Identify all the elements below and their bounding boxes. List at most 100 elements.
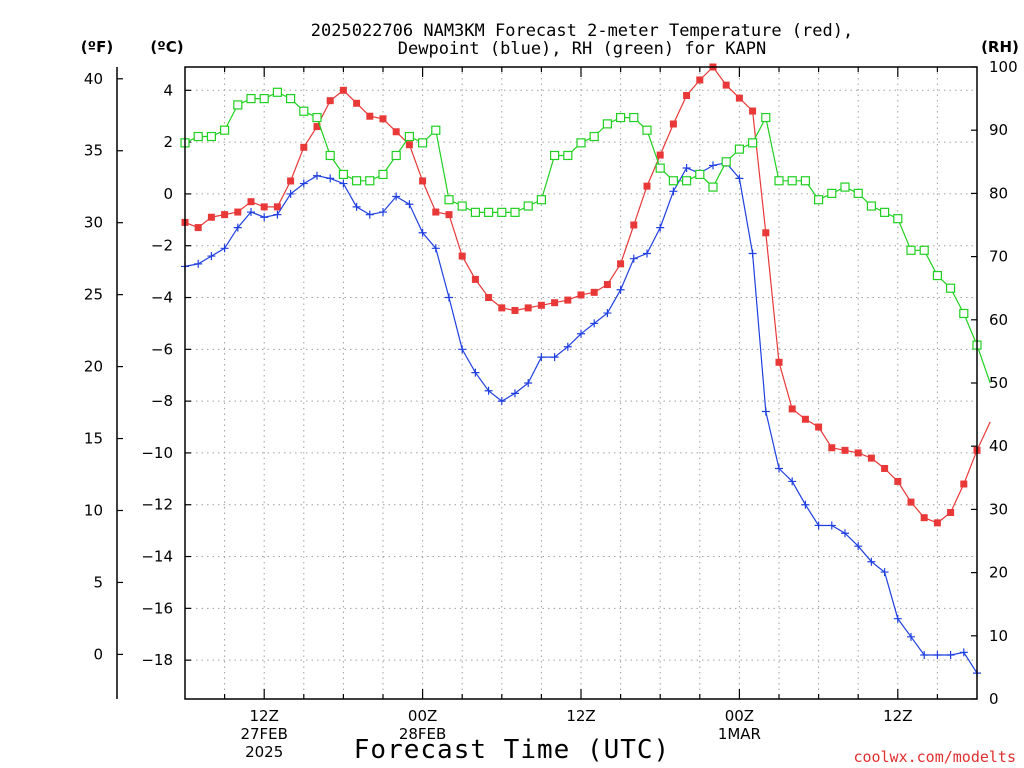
- rh-point: [457, 201, 467, 211]
- temperature-point: [300, 143, 308, 151]
- rh-point: [444, 195, 454, 205]
- temperature-point: [260, 203, 268, 211]
- rh-point: [761, 112, 771, 123]
- celsius-tick-label: 4: [163, 81, 173, 99]
- rh-point: [193, 131, 203, 142]
- rh-point: [312, 112, 322, 123]
- temperature-point: [339, 86, 347, 94]
- plot-frame: [184, 66, 978, 700]
- dewpoint-point: [788, 477, 797, 486]
- temperature-point: [669, 120, 677, 128]
- dewpoint-point: [827, 521, 836, 530]
- rh-point: [668, 176, 679, 186]
- temperature-point: [933, 519, 941, 527]
- rh-point: [655, 163, 665, 173]
- dewpoint-point: [550, 353, 559, 362]
- chart-title-line-2: Dewpoint (blue), RH (green) for KAPN: [398, 39, 766, 59]
- series-rh: [180, 87, 991, 384]
- rh-point: [246, 93, 256, 104]
- rh-point: [589, 131, 599, 142]
- temperature-point: [643, 182, 651, 190]
- rh-axis-unit: (RH): [981, 38, 1019, 56]
- grid-lines: [185, 67, 977, 699]
- rh-point: [866, 201, 877, 211]
- dewpoint-point: [220, 244, 229, 253]
- chart-title-line-1: 2025022706 NAM3KM Forecast 2-meter Tempe…: [311, 21, 853, 41]
- dewpoint-point: [247, 208, 255, 217]
- fahrenheit-tick-label: 20: [84, 358, 103, 376]
- rh-point: [879, 207, 890, 217]
- temperature-point: [630, 221, 638, 229]
- rh-point: [576, 138, 586, 148]
- celsius-tick-label: 2: [163, 133, 173, 151]
- rh-point: [272, 87, 282, 97]
- dewpoint-point: [405, 200, 414, 209]
- temperature-point: [683, 91, 691, 99]
- celsius-tick-label: −10: [141, 444, 173, 462]
- series-line-temperature: [184, 66, 991, 524]
- dewpoint-point: [537, 353, 546, 362]
- dewpoint-point: [233, 223, 242, 232]
- temperature-point: [326, 97, 334, 105]
- temperature-point: [828, 444, 836, 452]
- dewpoint-point: [273, 210, 282, 219]
- rh-tick-label: 60: [989, 311, 1008, 329]
- dewpoint-point: [286, 189, 295, 198]
- fahrenheit-tick-label: 10: [84, 501, 103, 519]
- temperature-point: [405, 141, 413, 149]
- rh-tick-label: 50: [989, 374, 1008, 392]
- rh-point: [787, 176, 797, 186]
- temperature-point: [287, 177, 295, 185]
- celsius-tick-label: −8: [151, 392, 173, 410]
- temperature-point: [775, 358, 783, 366]
- dewpoint-point: [814, 521, 823, 530]
- x-tick-label: 00Z: [725, 707, 754, 725]
- rh-point: [721, 157, 731, 167]
- rh-tick-label: 100: [989, 58, 1018, 76]
- temperature-point: [366, 112, 374, 120]
- celsius-tick-label: 0: [163, 185, 173, 203]
- rh-point: [695, 169, 705, 180]
- rh-tick-label: 90: [989, 121, 1008, 139]
- dewpoint-point: [392, 192, 401, 201]
- dewpoint-point: [260, 213, 269, 222]
- x-axis-title: Forecast Time (UTC): [354, 735, 670, 765]
- rh-point: [378, 169, 388, 180]
- rh-tick-label: 10: [989, 627, 1008, 645]
- dewpoint-point: [920, 650, 929, 659]
- dewpoint-point: [946, 650, 955, 659]
- dewpoint-point: [326, 174, 335, 183]
- rh-point: [642, 125, 652, 135]
- celsius-tick-label: −18: [141, 651, 173, 669]
- rh-point: [286, 93, 296, 104]
- dewpoint-point: [893, 614, 902, 623]
- rh-point: [919, 245, 929, 255]
- temperature-point: [722, 81, 730, 89]
- celsius-tick-label: −2: [151, 237, 173, 255]
- dewpoint-point: [524, 379, 533, 387]
- temperature-point: [194, 224, 202, 232]
- temperature-point: [551, 299, 559, 307]
- rh-point: [510, 207, 520, 217]
- rh-point: [813, 195, 824, 205]
- dewpoint-point: [299, 179, 308, 188]
- fahrenheit-tick-label: 40: [84, 70, 103, 88]
- dewpoint-point: [339, 179, 348, 188]
- temperature-point: [234, 208, 242, 216]
- temperature-point: [432, 208, 440, 216]
- temperature-point: [207, 213, 215, 221]
- series-dewpoint: [181, 158, 981, 678]
- temperature-point: [577, 291, 585, 299]
- temperature-point: [854, 449, 862, 457]
- temperature-point: [815, 423, 823, 431]
- rh-point: [404, 131, 414, 142]
- fahrenheit-tick-label: 25: [84, 286, 103, 304]
- temperature-point: [894, 477, 902, 485]
- temperature-point: [788, 405, 796, 413]
- rh-point: [365, 176, 375, 186]
- temperature-point: [920, 514, 928, 522]
- rh-point: [431, 125, 441, 135]
- credit-link[interactable]: coolwx.com/modelts: [853, 748, 1016, 766]
- dewpoint-point: [643, 249, 651, 258]
